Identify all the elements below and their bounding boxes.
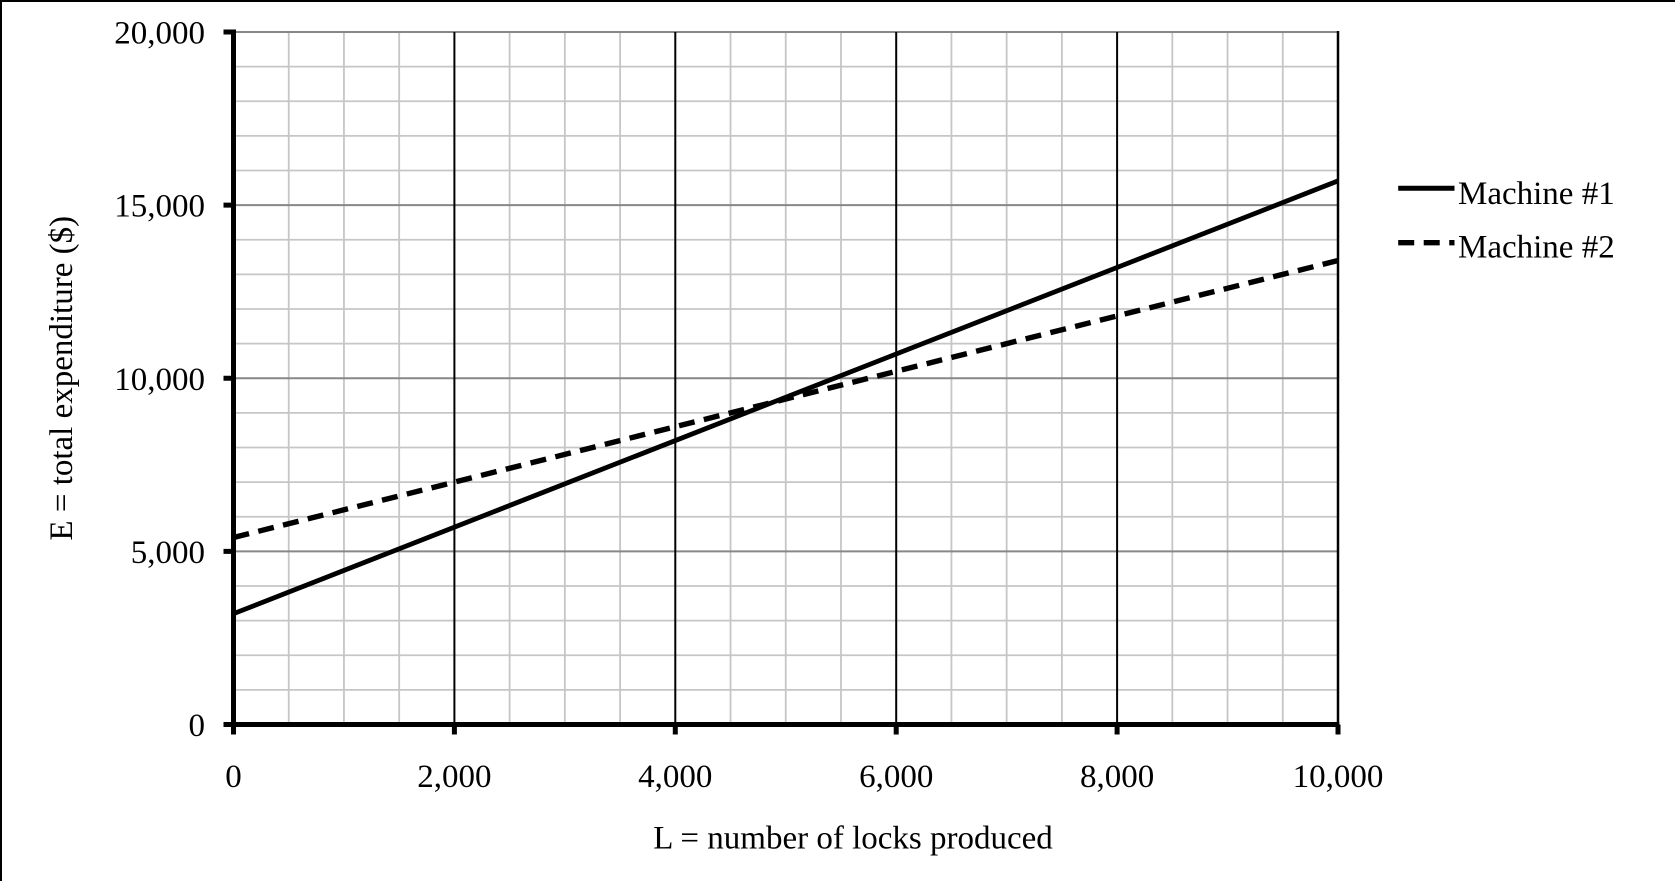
svg-text:2,000: 2,000: [417, 759, 491, 795]
svg-text:0: 0: [189, 708, 206, 744]
svg-text:8,000: 8,000: [1080, 759, 1154, 795]
svg-text:0: 0: [225, 759, 242, 795]
svg-text:5,000: 5,000: [131, 535, 205, 571]
svg-text:10,000: 10,000: [1293, 759, 1384, 795]
svg-text:Machine #2: Machine #2: [1458, 230, 1615, 266]
svg-text:4,000: 4,000: [638, 759, 712, 795]
svg-text:L = number of locks produced: L = number of locks produced: [653, 821, 1053, 857]
svg-text:6,000: 6,000: [859, 759, 933, 795]
svg-text:Machine #1: Machine #1: [1458, 176, 1615, 212]
svg-text:20,000: 20,000: [114, 16, 205, 52]
svg-text:15,000: 15,000: [114, 189, 205, 225]
svg-text:10,000: 10,000: [114, 362, 205, 398]
svg-text:E = total expenditure ($): E = total expenditure ($): [44, 216, 80, 541]
